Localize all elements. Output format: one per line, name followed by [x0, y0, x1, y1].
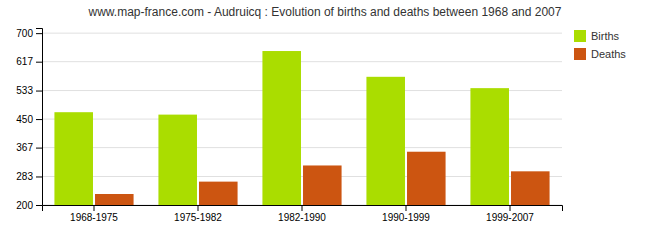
- y-tick-mark: [36, 148, 42, 149]
- legend-item: Deaths: [574, 48, 626, 60]
- legend-label: Births: [591, 30, 620, 42]
- x-tick-mark: [302, 205, 303, 211]
- bar: [470, 88, 509, 205]
- x-tick: 1968-1975: [70, 205, 118, 223]
- x-tick-mark: [94, 205, 95, 211]
- y-tick-mark: [36, 91, 42, 92]
- plot: 2002833674505336177001968-19751975-19821…: [16, 28, 562, 223]
- legend-swatch: [574, 48, 586, 60]
- title: www.map-france.com - Audruicq : Evolutio…: [88, 5, 562, 19]
- y-tick-label: 283: [16, 171, 33, 182]
- x-axis: 1968-1975 1975-1982 1982-1990 1990-1999 1999…: [43, 205, 563, 223]
- legend-label: Deaths: [591, 48, 626, 60]
- bar: [199, 182, 238, 205]
- y-tick: 283: [16, 171, 42, 182]
- y-tick: 367: [16, 142, 42, 153]
- y-tick-label: 700: [16, 28, 33, 39]
- x-tick-mark: [406, 205, 407, 211]
- y-tick-mark: [36, 33, 42, 34]
- bar: [407, 152, 446, 205]
- grid-line: [42, 61, 562, 62]
- legend-swatch: [574, 30, 586, 42]
- bar: [158, 115, 197, 205]
- y-tick: 533: [16, 85, 42, 96]
- legend: Births Deaths: [574, 30, 626, 60]
- bar: [262, 51, 301, 205]
- grid: [42, 33, 562, 205]
- y-tick-label: 367: [16, 142, 33, 153]
- x-tick-mark: [198, 205, 199, 211]
- legend-item: Births: [574, 30, 620, 42]
- y-tick-mark: [36, 205, 42, 206]
- bar: [366, 77, 405, 205]
- x-tick-label: 1999-2007: [486, 212, 534, 223]
- bar: [303, 165, 342, 205]
- x-axis-line: [43, 206, 563, 212]
- y-tick: 700: [16, 28, 42, 39]
- x-tick-label: 1968-1975: [70, 212, 118, 223]
- x-tick-mark: [510, 205, 511, 211]
- y-tick-mark: [36, 62, 42, 63]
- x-tick-label: 1975-1982: [174, 212, 222, 223]
- y-tick: 200: [16, 200, 42, 211]
- bar: [511, 171, 550, 205]
- bar: [95, 194, 134, 205]
- x-tick: 1999-2007: [486, 205, 534, 223]
- y-tick-mark: [36, 119, 42, 120]
- x-tick-label: 1990-1999: [382, 212, 430, 223]
- x-tick: 1982-1990: [278, 205, 326, 223]
- y-tick-label: 200: [16, 200, 33, 211]
- y-tick: 450: [16, 114, 42, 125]
- chart: www.map-france.com - Audruicq : Evolutio…: [0, 0, 650, 229]
- y-tick-label: 617: [16, 56, 33, 67]
- y-axis-line: [36, 29, 43, 206]
- grid-line: [42, 33, 562, 34]
- bar: [54, 112, 93, 205]
- x-tick: 1990-1999: [382, 205, 430, 223]
- y-axis: 200 283 367 450 533 617 700: [16, 28, 42, 211]
- x-tick-label: 1982-1990: [278, 212, 326, 223]
- y-tick: 617: [16, 56, 42, 67]
- y-tick-mark: [36, 176, 42, 177]
- bar-series: [95, 152, 550, 205]
- y-tick-label: 533: [16, 85, 33, 96]
- y-tick-label: 450: [16, 114, 33, 125]
- bars: [54, 51, 549, 205]
- bar-series: [54, 51, 509, 205]
- x-tick: 1975-1982: [174, 205, 222, 223]
